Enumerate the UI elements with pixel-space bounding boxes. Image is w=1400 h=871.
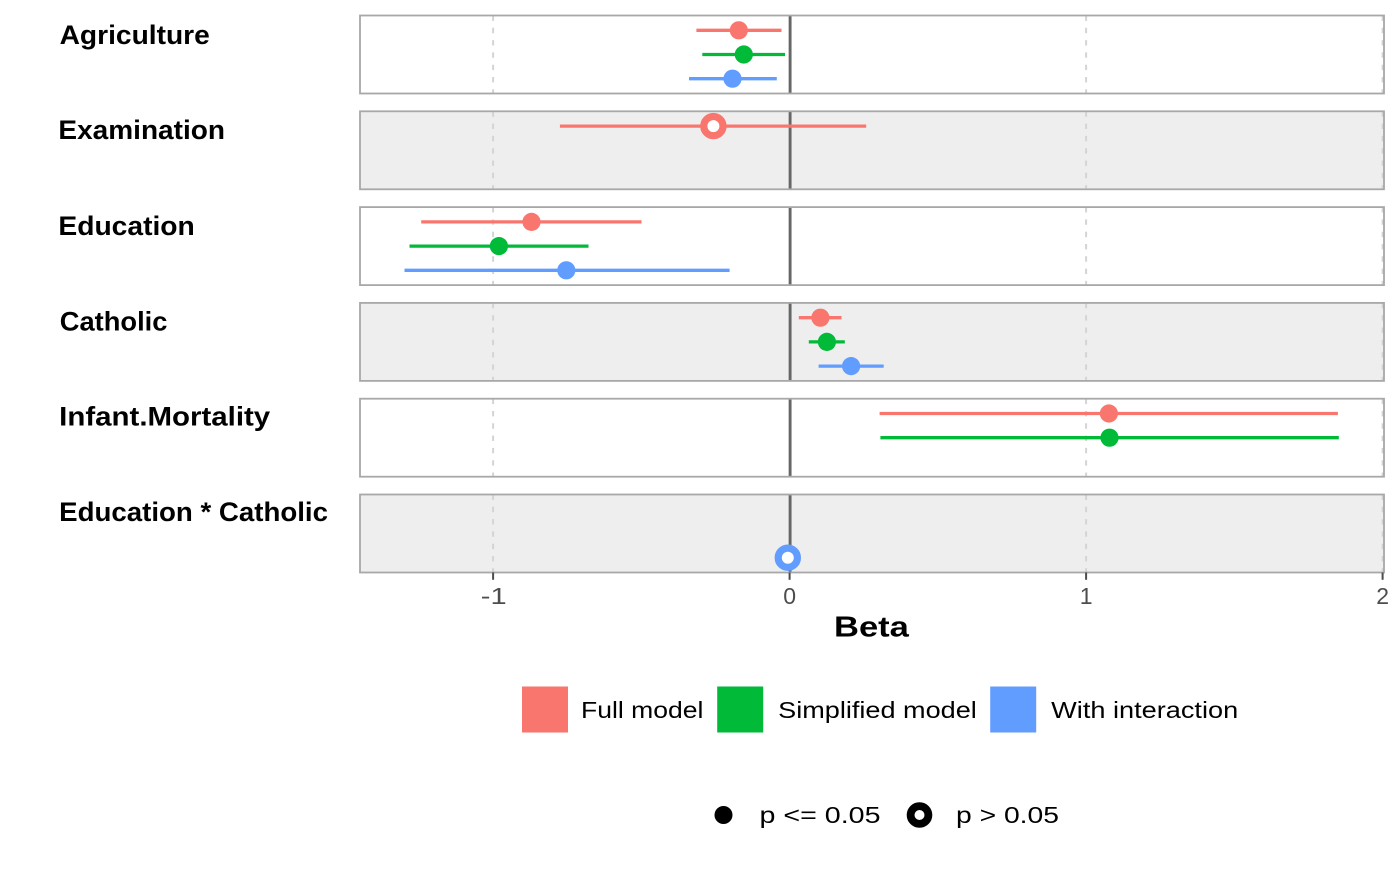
svg-text:With interaction: With interaction [1051, 697, 1238, 723]
svg-text:-1: -1 [481, 583, 507, 609]
svg-text:Infant.Mortality: Infant.Mortality [59, 401, 270, 431]
svg-text:Examination: Examination [58, 115, 225, 145]
svg-text:Beta: Beta [834, 612, 910, 644]
svg-text:Full model: Full model [581, 697, 703, 723]
svg-text:0: 0 [783, 583, 796, 609]
svg-text:Catholic: Catholic [60, 306, 168, 336]
svg-text:2: 2 [1376, 583, 1389, 609]
svg-text:Simplified model: Simplified model [778, 697, 977, 723]
svg-text:Education * Catholic: Education * Catholic [59, 497, 328, 527]
svg-text:Agriculture: Agriculture [60, 20, 210, 50]
svg-text:1: 1 [1080, 583, 1093, 609]
svg-text:p <= 0.05: p <= 0.05 [760, 802, 881, 828]
svg-text:p > 0.05: p > 0.05 [956, 802, 1059, 828]
svg-text:Education: Education [58, 211, 194, 241]
